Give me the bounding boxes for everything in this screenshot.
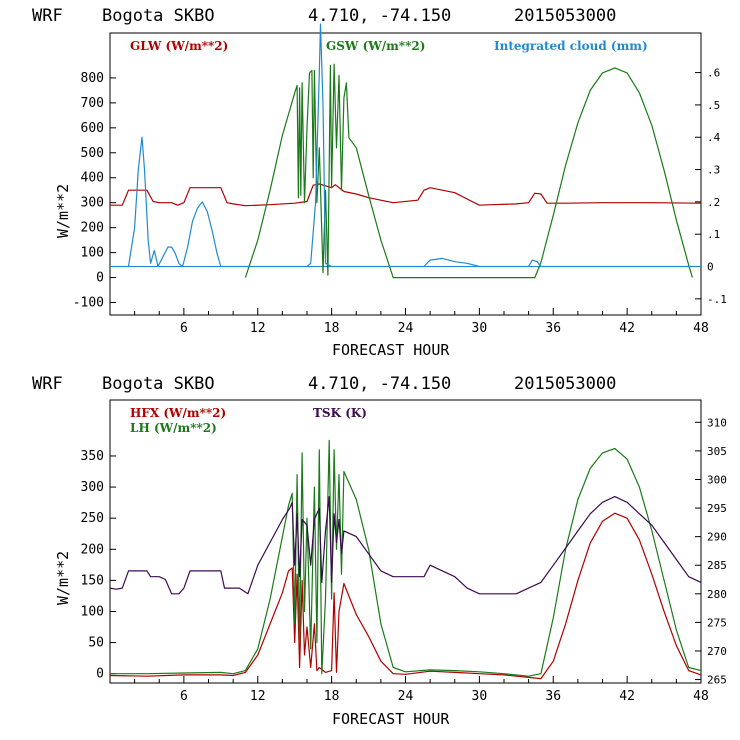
y-tick-label: 0 [96,667,104,682]
panel2-x-axis: 6 12 18 24 30 36 42 48 [134,676,709,704]
panel1-series-lines [110,23,702,279]
x-tick-label: 6 [180,321,188,336]
y-tick-label: 600 [81,121,104,136]
x-tick-label: 36 [545,689,561,704]
panel1-station-label: Bogota SKBO [102,6,215,26]
series-line-tsk [109,496,702,595]
y-tick-label: 50 [88,636,104,651]
y-tick-label: 200 [81,542,104,557]
x-tick-label: 6 [180,689,188,704]
x-tick-label: 18 [324,689,340,704]
y2-tick-label: 280 [707,588,727,601]
x-tick-label: 24 [398,689,414,704]
y2-tick-label: 295 [707,502,727,515]
series-line-integrated [110,23,701,268]
y2-tick-label: .5 [707,99,720,112]
panel1-x-axis-label: FORECAST HOUR [332,341,450,359]
y-tick-label: 300 [81,196,104,211]
panel2-y2-axis: 265 270 275 280 285 290 295 300 305 310 [695,416,727,687]
panel2-init-label: 2015053000 [514,374,616,394]
x-tick-label: 48 [693,321,709,336]
panel2-y-axis-label: W/m**2 [54,551,72,605]
y-tick-label: -100 [73,296,104,311]
panel1-y2-axis: -.1 0 .1 .2 .3 .4 .5 .6 [695,67,727,306]
y2-tick-label: 310 [707,416,727,429]
y2-tick-label: .3 [707,164,720,177]
y-tick-label: 100 [81,246,104,261]
panel1-plot-frame [109,32,702,316]
y-tick-label: 300 [81,480,104,495]
y2-tick-label: 290 [707,531,727,544]
y-tick-label: 400 [81,171,104,186]
panel2-series-lines [109,439,702,680]
y2-tick-label: 0 [707,261,714,274]
panel1-y-axis: -100 0 100 200 300 400 500 600 700 800 [73,71,116,311]
x-tick-label: 12 [250,689,266,704]
y-tick-label: 250 [81,511,104,526]
y2-tick-label: .6 [707,67,720,80]
y-tick-label: 200 [81,221,104,236]
panel1-model-label: WRF [32,6,63,26]
panel1-init-label: 2015053000 [514,6,616,26]
panel2-y-axis: 0 50 100 150 200 250 300 350 [81,449,116,682]
y-tick-label: 500 [81,146,104,161]
y-tick-label: 800 [81,71,104,86]
legend-lh: LH (W/m**2) [130,421,217,435]
panel-fluxes: WRF Bogota SKBO 4.710, -74.150 201505300… [32,374,727,728]
panel-radiation: WRF Bogota SKBO 4.710, -74.150 201505300… [32,6,727,359]
y2-tick-label: -.1 [707,293,727,306]
x-tick-label: 24 [398,321,414,336]
panel2-station-label: Bogota SKBO [102,374,215,394]
y2-tick-label: 275 [707,616,727,629]
series-line-glw [110,183,702,207]
y2-tick-label: .2 [707,196,720,209]
series-line-lh [110,439,702,677]
y-tick-label: 0 [96,271,104,286]
panel1-y-axis-label: W/m**2 [54,184,72,238]
x-tick-label: 48 [693,689,709,704]
x-tick-label: 12 [250,321,266,336]
x-tick-label: 42 [619,321,635,336]
series-line-hfx [109,512,702,680]
panel2-coords-label: 4.710, -74.150 [308,374,451,394]
y-tick-label: 100 [81,604,104,619]
y2-tick-label: 305 [707,445,727,458]
panel2-plot-frame [109,399,702,684]
series-line-gsw [244,63,693,279]
x-tick-label: 30 [472,689,488,704]
y-tick-label: 350 [81,449,104,464]
y-tick-label: 700 [81,96,104,111]
panel1-coords-label: 4.710, -74.150 [308,6,451,26]
x-tick-label: 36 [545,321,561,336]
panel1-x-axis: 6 12 18 24 30 36 42 48 [134,308,709,336]
legend-glw: GLW (W/m**2) [130,39,228,53]
x-tick-label: 18 [324,321,340,336]
y2-tick-label: .4 [707,131,721,144]
y2-tick-label: 300 [707,473,727,486]
legend-cloud: Integrated cloud (mm) [494,39,648,53]
x-tick-label: 30 [472,321,488,336]
panel2-model-label: WRF [32,374,63,394]
y2-tick-label: 285 [707,559,727,572]
legend-tsk: TSK (K) [313,406,367,420]
y-tick-label: 150 [81,573,104,588]
y2-tick-label: .1 [707,228,720,241]
y2-tick-label: 270 [707,645,727,658]
legend-gsw: GSW (W/m**2) [326,39,425,53]
panel2-x-axis-label: FORECAST HOUR [332,710,450,728]
legend-hfx: HFX (W/m**2) [130,406,226,420]
y2-tick-label: 265 [707,674,727,687]
x-tick-label: 42 [619,689,635,704]
